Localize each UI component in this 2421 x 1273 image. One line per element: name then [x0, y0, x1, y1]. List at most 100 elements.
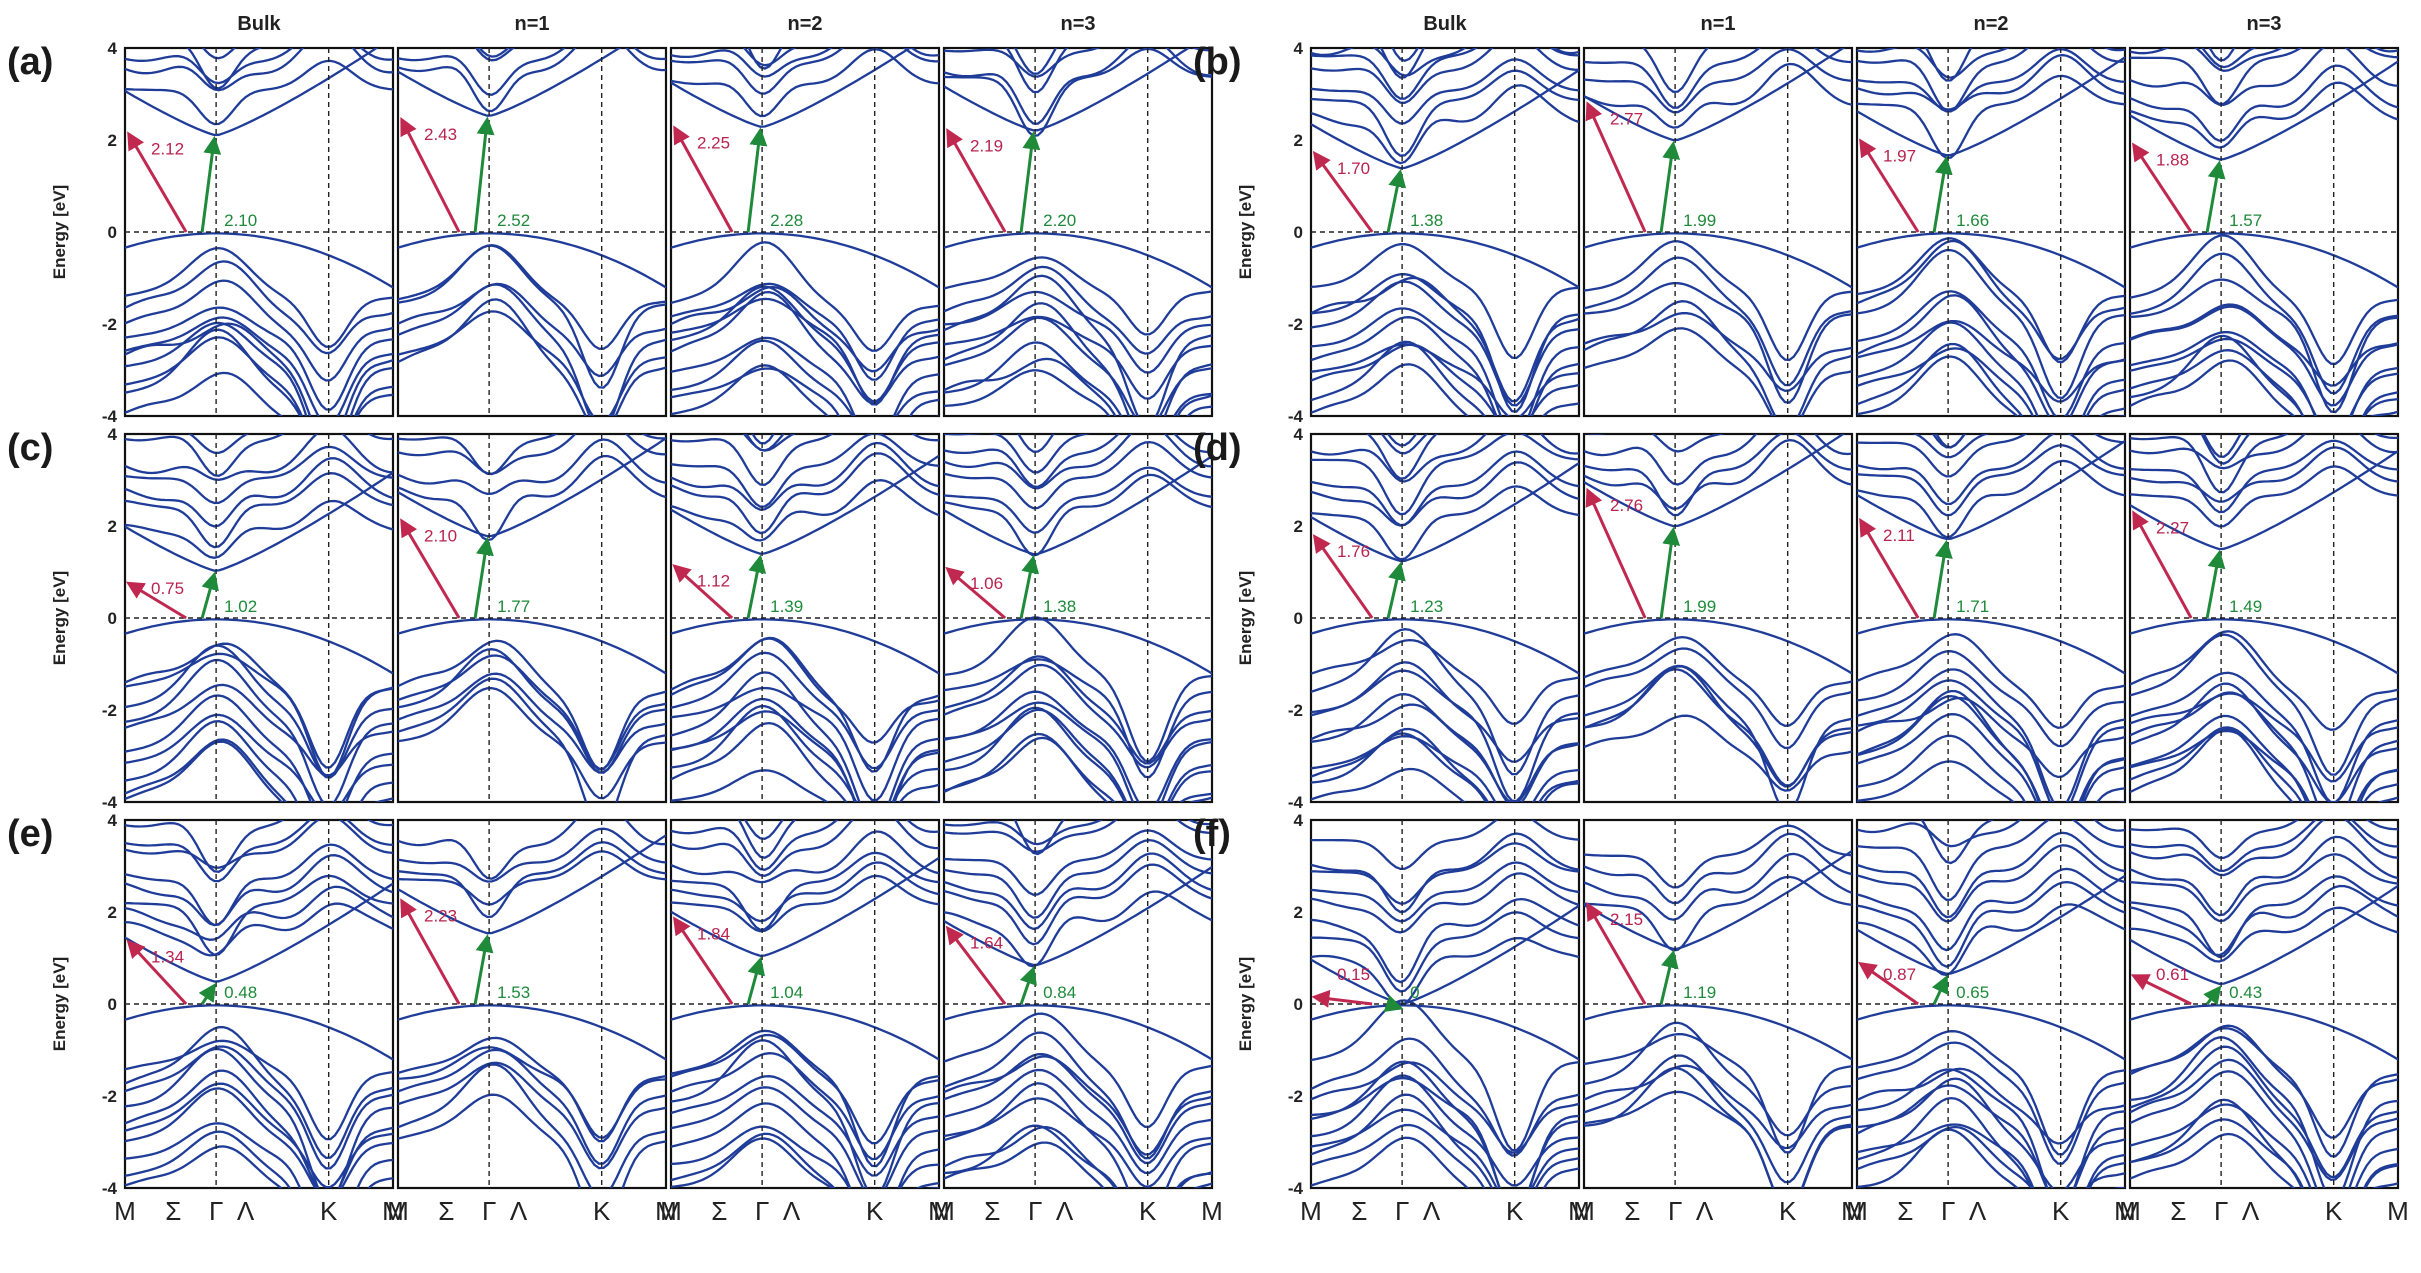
y-axis-label: Energy [eV]: [1236, 957, 1255, 1051]
band-lines: [1311, 48, 1579, 416]
valence-band-line: [1857, 248, 2125, 400]
band-lines: [944, 434, 1212, 802]
y-tick-label: 2: [108, 903, 117, 922]
valence-band-line: [2130, 729, 2398, 802]
valence-band-line: [1857, 347, 2125, 416]
conduction-band-line: [1584, 434, 1846, 528]
x-tick-label: Γ: [209, 1196, 223, 1226]
valence-band-line: [1857, 1041, 2125, 1165]
valence-band-line: [944, 690, 1212, 802]
conduction-band-line: [1857, 820, 2125, 901]
valence-band-line: [1857, 679, 2125, 802]
indirect-gap-label: 2.11: [1883, 526, 1915, 545]
conduction-band-line: [398, 48, 622, 117]
valence-band-line: [398, 686, 666, 800]
conduction-band-line: [1857, 440, 2125, 541]
conduction-band-line: [1311, 450, 1579, 527]
subplot-b-0: 1.70 1.38: [1309, 46, 1581, 418]
valence-band-line: [1857, 633, 2125, 729]
valence-band-line: [398, 244, 666, 350]
conduction-band-line: [1311, 84, 1579, 165]
band-lines: [1584, 824, 1852, 1188]
direct-gap-arrow: [1931, 974, 1949, 1005]
valence-band-line: [944, 1055, 1212, 1156]
direct-gap-label: 1.57: [2229, 211, 2262, 230]
valence-band-line: [944, 701, 1212, 802]
valence-band-line: [125, 336, 393, 416]
valence-band-line: [944, 1068, 1212, 1175]
y-tick-label: 0: [108, 223, 117, 242]
x-tick-label: M: [2114, 1196, 2136, 1226]
band-lines: [1311, 434, 1579, 802]
x-tick-label: Γ: [755, 1196, 769, 1226]
valence-band-line: [671, 1039, 939, 1188]
valence-band-line: [125, 328, 393, 416]
valence-band-line: [1311, 276, 1579, 403]
conduction-band-line: [2130, 906, 2398, 963]
indirect-gap-arrow: [400, 117, 461, 233]
valence-band-line: [1857, 239, 2125, 361]
x-tick-label: M: [114, 1196, 136, 1226]
conduction-band-line: [125, 820, 393, 869]
valence-band-line: [671, 1086, 939, 1188]
valence-band-line: [2130, 278, 2398, 414]
conduction-band-line: [944, 48, 1212, 78]
valence-band-line: [1857, 1004, 2125, 1061]
indirect-gap-label: 1.84: [697, 924, 730, 943]
valence-band-line: [1311, 767, 1466, 802]
direct-gap-arrow: [746, 554, 767, 619]
conduction-band-line: [1857, 34, 2125, 43]
indirect-gap-label: 2.23: [424, 906, 457, 925]
conduction-band-line: [944, 866, 1212, 967]
indirect-gap-label: 0.15: [1337, 965, 1370, 984]
indirect-gap-label: 1.12: [697, 571, 730, 590]
conduction-band-line: [1311, 861, 1579, 923]
valence-band-line: [671, 1052, 939, 1161]
conduction-band-line: [1584, 875, 1852, 952]
conduction-band-line: [1857, 820, 2125, 848]
indirect-gap-label: 2.43: [424, 125, 457, 144]
valence-band-line: [1311, 628, 1579, 776]
conduction-band-line: [1311, 48, 1579, 100]
x-tick-label: Γ: [1028, 1196, 1042, 1226]
conduction-band-line: [2130, 446, 2398, 503]
subplot-e-1: 2.231.53M Σ Γ Λ K M: [387, 818, 677, 1226]
x-tick-label: M: [655, 1196, 677, 1226]
valence-band-line: [1584, 240, 1852, 362]
valence-band-line: [125, 652, 393, 778]
valence-band-line: [1584, 256, 1852, 387]
conduction-band-line: [1584, 434, 1852, 486]
conduction-band-line: [1311, 936, 1579, 1007]
direct-gap-label: 2.52: [497, 211, 530, 230]
subplot-e-2: 1.841.04M Σ Γ Λ K M: [660, 818, 950, 1226]
valence-band-line: [944, 315, 1212, 400]
valence-band-line: [671, 618, 939, 675]
valence-band-line: [1857, 1030, 2125, 1156]
x-tick-label: Σ: [711, 1196, 727, 1226]
conduction-band-line: [1584, 434, 1725, 453]
valence-band-line: [1311, 1060, 1579, 1188]
valence-band-line: [2130, 334, 2398, 416]
x-tick-label: Γ: [482, 1196, 496, 1226]
conduction-band-line: [944, 48, 1191, 132]
valence-band-line: [2130, 1070, 2398, 1188]
x-tick-label: K: [1139, 1196, 1157, 1226]
valence-band-line: [671, 285, 939, 373]
valence-band-line: [1311, 232, 1579, 289]
direct-gap-arrow: [473, 537, 494, 619]
valence-band-line: [944, 706, 1212, 802]
valence-band-line: [1857, 618, 2125, 675]
y-tick-label: -4: [102, 407, 118, 426]
x-tick-label: M: [2387, 1196, 2409, 1226]
conduction-band-line: [398, 434, 666, 475]
conduction-band-line: [1857, 48, 2125, 113]
x-tick-label: Λ: [1969, 1196, 1987, 1226]
valence-band-line: [671, 1132, 939, 1188]
valence-band-line: [944, 1097, 1212, 1188]
valence-band-line: [2130, 1103, 2398, 1188]
indirect-gap-arrow: [672, 564, 734, 620]
x-tick-label: Λ: [1423, 1196, 1441, 1226]
valence-band-line: [2130, 1045, 2398, 1179]
valence-band-line: [2130, 682, 2398, 802]
